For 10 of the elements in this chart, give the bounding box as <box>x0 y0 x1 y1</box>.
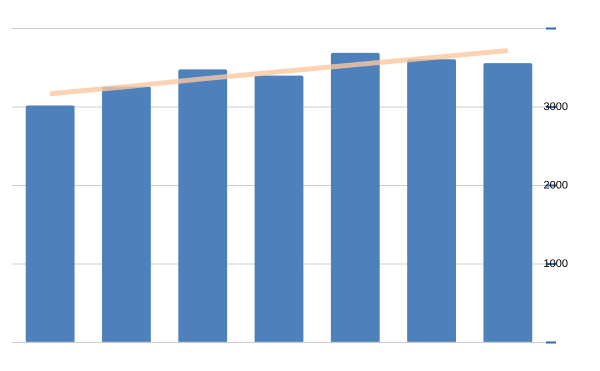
y-tick-label: 1000 <box>544 258 568 270</box>
bar <box>26 105 75 342</box>
y-tick-label: 3000 <box>544 101 568 114</box>
bar <box>330 52 380 342</box>
bar <box>483 63 532 342</box>
bar <box>407 59 456 342</box>
bar <box>102 86 151 342</box>
bar <box>178 69 228 342</box>
bar <box>254 76 304 342</box>
y-tick-label: 2000 <box>544 180 568 192</box>
